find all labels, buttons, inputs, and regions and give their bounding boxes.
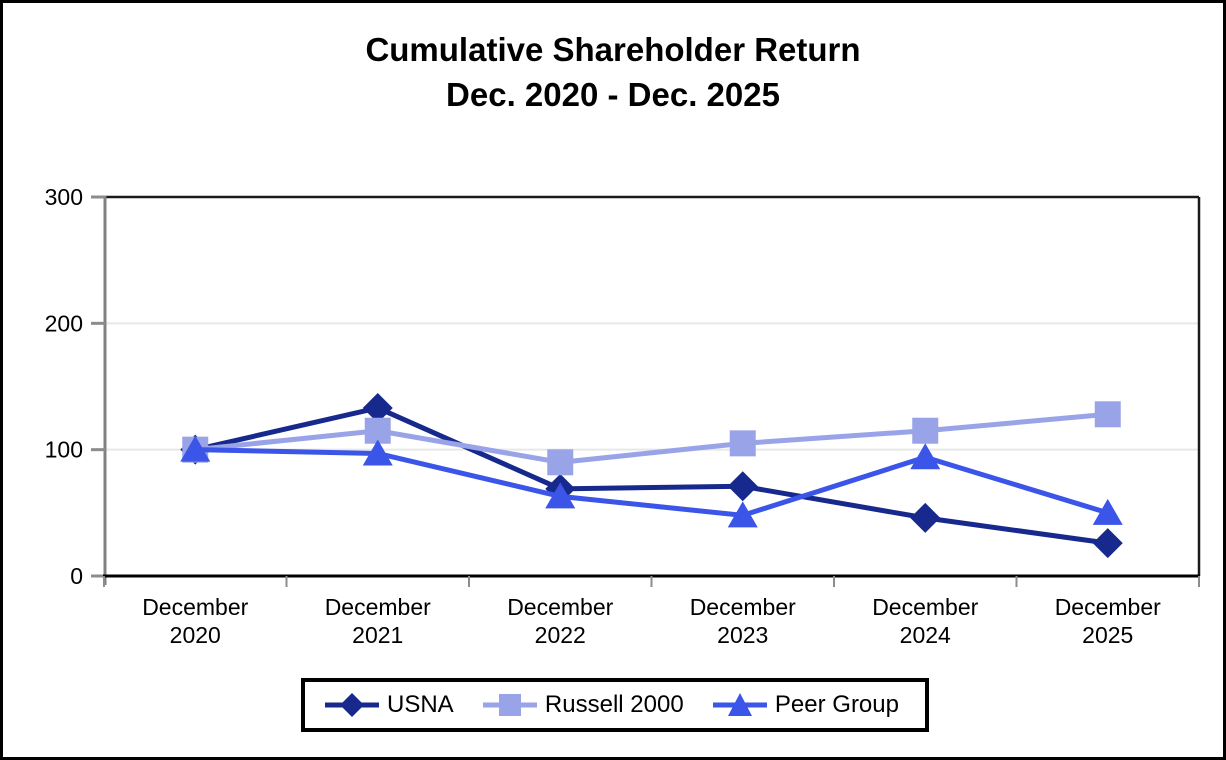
x-axis-tick-label: December 2023 bbox=[690, 594, 796, 648]
x-axis-tick-label: December 2021 bbox=[325, 594, 431, 648]
y-axis-tick-label: 200 bbox=[45, 310, 83, 336]
legend-item-usna: USNA bbox=[325, 690, 454, 720]
legend-label-usna: USNA bbox=[387, 691, 454, 718]
series-marker-russell-2000 bbox=[547, 449, 574, 476]
triangle-icon bbox=[712, 693, 767, 716]
series-line-usna bbox=[194, 405, 1109, 546]
series-marker-usna bbox=[727, 471, 758, 502]
legend-label-peer-group: Peer Group bbox=[774, 691, 899, 718]
legend: USNA Russell 2000 Peer Group bbox=[301, 678, 929, 732]
series-marker-usna bbox=[1092, 528, 1123, 559]
y-axis-tick-label: 300 bbox=[45, 184, 83, 210]
legend-item-russell-2000: Russell 2000 bbox=[482, 690, 684, 720]
x-axis-tick-label: December 2024 bbox=[872, 594, 978, 648]
chart-title: Cumulative Shareholder Return bbox=[365, 31, 861, 68]
cumulative-return-plot: 0 100 200 300 December 2020 December 2021 Decemb… bbox=[45, 184, 1201, 648]
series-marker-russell-2000 bbox=[1094, 401, 1121, 428]
x-axis-tick-label: December 2022 bbox=[507, 594, 613, 648]
series-marker-usna bbox=[910, 502, 941, 533]
series-marker-peer-group bbox=[727, 501, 758, 528]
line-chart: 0 100 200 300 December 2020 December 2021 Decemb… bbox=[3, 3, 1223, 757]
x-axis-tick-label: December 2020 bbox=[142, 594, 248, 648]
chart-title-block: Cumulative Shareholder Return Dec. 2020 … bbox=[3, 27, 1223, 117]
series-marker-peer-group bbox=[545, 482, 576, 509]
series-marker-usna bbox=[362, 392, 393, 423]
y-axis-tick-label: 0 bbox=[70, 563, 83, 589]
diamond-icon bbox=[325, 693, 379, 717]
series-marker-peer-group bbox=[910, 443, 941, 470]
series-line-peer-group bbox=[195, 447, 1109, 518]
series-marker-peer-group bbox=[1092, 498, 1123, 525]
chart-subtitle: Dec. 2020 - Dec. 2025 bbox=[446, 76, 780, 113]
legend-label-russell-2000: Russell 2000 bbox=[544, 691, 684, 718]
series-marker-russell-2000 bbox=[729, 430, 756, 457]
series-marker-peer-group bbox=[362, 439, 393, 466]
square-icon bbox=[482, 694, 537, 716]
series-line-russell-2000 bbox=[194, 411, 1108, 465]
y-axis-tick-label: 100 bbox=[45, 437, 83, 463]
x-axis-tick-label: December 2025 bbox=[1055, 594, 1161, 648]
series-marker-peer-group bbox=[180, 435, 211, 462]
series-marker-russell-2000 bbox=[364, 417, 391, 444]
legend-item-peer-group: Peer Group bbox=[712, 690, 899, 720]
series-marker-russell-2000 bbox=[912, 417, 939, 444]
